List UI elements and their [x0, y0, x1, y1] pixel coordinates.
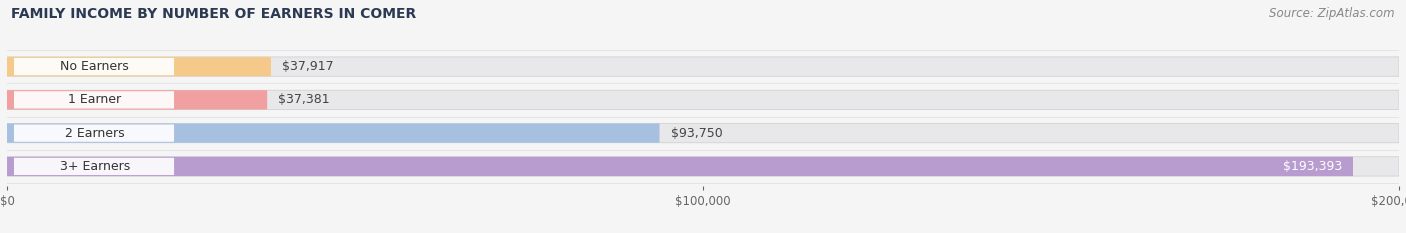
FancyBboxPatch shape	[7, 90, 1399, 110]
Text: 1 Earner: 1 Earner	[67, 93, 121, 106]
Text: No Earners: No Earners	[60, 60, 129, 73]
FancyBboxPatch shape	[7, 57, 271, 76]
Text: Source: ZipAtlas.com: Source: ZipAtlas.com	[1270, 7, 1395, 20]
FancyBboxPatch shape	[14, 91, 174, 109]
FancyBboxPatch shape	[7, 123, 659, 143]
FancyBboxPatch shape	[7, 157, 1399, 176]
Text: $93,750: $93,750	[671, 127, 723, 140]
FancyBboxPatch shape	[7, 90, 267, 110]
Text: 2 Earners: 2 Earners	[65, 127, 125, 140]
FancyBboxPatch shape	[7, 123, 1399, 143]
FancyBboxPatch shape	[14, 158, 174, 175]
FancyBboxPatch shape	[7, 157, 1353, 176]
FancyBboxPatch shape	[7, 57, 1399, 76]
Text: 3+ Earners: 3+ Earners	[59, 160, 129, 173]
Text: $193,393: $193,393	[1282, 160, 1341, 173]
Text: $37,381: $37,381	[278, 93, 330, 106]
FancyBboxPatch shape	[14, 124, 174, 142]
Text: FAMILY INCOME BY NUMBER OF EARNERS IN COMER: FAMILY INCOME BY NUMBER OF EARNERS IN CO…	[11, 7, 416, 21]
Text: $37,917: $37,917	[283, 60, 333, 73]
FancyBboxPatch shape	[14, 58, 174, 75]
